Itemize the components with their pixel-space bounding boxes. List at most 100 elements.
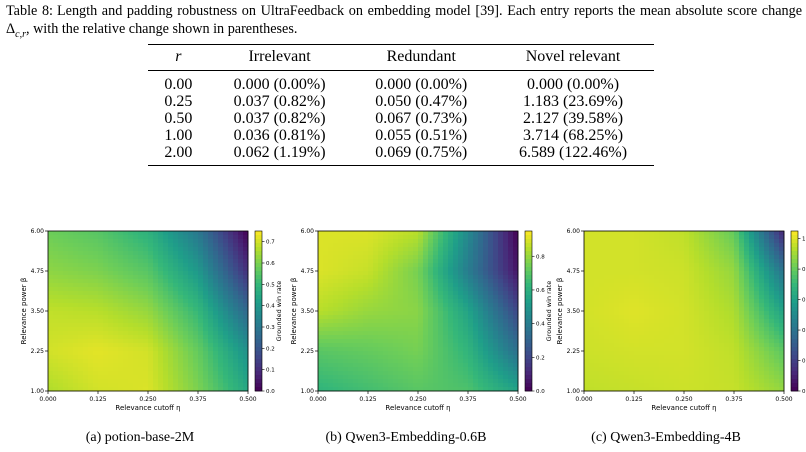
heatmap-cell [774, 291, 780, 296]
heatmap-cell [654, 243, 660, 248]
heatmap-cell [108, 323, 114, 328]
heatmap-cell [629, 231, 635, 236]
heatmap-cell [639, 387, 645, 392]
heatmap-cell [428, 251, 434, 256]
heatmap-cell [178, 231, 184, 236]
heatmap-cell [503, 299, 509, 304]
heatmap-cell [418, 263, 424, 268]
heatmap-cell [779, 243, 785, 248]
heatmap-cell [108, 347, 114, 352]
heatmap-cell [98, 303, 104, 308]
heatmap-cell [473, 263, 479, 268]
colorbar-segment [255, 371, 262, 376]
heatmap-cell [198, 271, 204, 276]
heatmap-cell [679, 231, 685, 236]
heatmap-cell [589, 339, 595, 344]
heatmap-cell [468, 375, 474, 380]
heatmap-cell [183, 379, 189, 384]
heatmap-cell [659, 239, 665, 244]
heatmap-cell [108, 243, 114, 248]
heatmap-cell [619, 287, 625, 292]
heatmap-cell [599, 255, 605, 260]
heatmap-cell [58, 387, 64, 392]
heatmap-cell [353, 291, 359, 296]
heatmap-cell [488, 291, 494, 296]
heatmap-cell [503, 387, 509, 392]
heatmap-cell [604, 367, 610, 372]
heatmap-cell [408, 299, 414, 304]
heatmap-cell [604, 331, 610, 336]
heatmap-cell [123, 243, 129, 248]
heatmap-cell [393, 387, 399, 392]
heatmap-cell [198, 231, 204, 236]
heatmap-cell [388, 299, 394, 304]
heatmap-cell [83, 347, 89, 352]
heatmap-cell [604, 307, 610, 312]
heatmap-cell [363, 299, 369, 304]
heatmap-cell [433, 343, 439, 348]
heatmap-cell [478, 275, 484, 280]
heatmap-cell [473, 319, 479, 324]
heatmap-cell [468, 299, 474, 304]
heatmap-cell [734, 367, 740, 372]
heatmap-cell [118, 255, 124, 260]
heatmap-cell [704, 307, 710, 312]
heatmap-cell [48, 363, 54, 368]
heatmap-cell [729, 279, 735, 284]
heatmap-cell [664, 259, 670, 264]
heatmap-cell [759, 299, 765, 304]
heatmap-cell [103, 339, 109, 344]
heatmap-cell [614, 255, 620, 260]
heatmap-cell [584, 279, 590, 284]
heatmap-cell [243, 331, 249, 336]
heatmap-cell [163, 303, 169, 308]
heatmap-cell [458, 251, 464, 256]
heatmap-cell [659, 303, 665, 308]
heatmap-cell [629, 327, 635, 332]
heatmap-cell [719, 267, 725, 272]
heatmap-cell [714, 371, 720, 376]
heatmap-cell [353, 303, 359, 308]
heatmap-cell [353, 299, 359, 304]
heatmap-cell [203, 367, 209, 372]
heatmap-cell [178, 247, 184, 252]
heatmap-cell [393, 327, 399, 332]
heatmap-cell [128, 279, 134, 284]
heatmap-cell [689, 295, 695, 300]
heatmap-cell [769, 271, 775, 276]
heatmap-cell [88, 239, 94, 244]
heatmap-cell [423, 291, 429, 296]
heatmap-cell [353, 243, 359, 248]
heatmap-cell [108, 355, 114, 360]
heatmap-cell [73, 299, 79, 304]
heatmap-cell [208, 379, 214, 384]
heatmap-cell [223, 287, 229, 292]
heatmap-cell [428, 383, 434, 388]
heatmap-cell [73, 283, 79, 288]
heatmap-cell [744, 275, 750, 280]
heatmap-cell [348, 299, 354, 304]
heatmap-cell [328, 315, 334, 320]
heatmap-cell [138, 279, 144, 284]
heatmap-cell [448, 335, 454, 340]
heatmap-cell [503, 311, 509, 316]
heatmap-cell [158, 351, 164, 356]
heatmap-cell [649, 231, 655, 236]
heatmap-cell [338, 315, 344, 320]
heatmap-cell [749, 243, 755, 248]
heatmap-cell [724, 239, 730, 244]
heatmap-cell [448, 279, 454, 284]
heatmap-cell [338, 295, 344, 300]
heatmap-cell [168, 367, 174, 372]
heatmap-cell [483, 291, 489, 296]
heatmap-cell [604, 359, 610, 364]
heatmap-cell [714, 247, 720, 252]
heatmap-cell [398, 347, 404, 352]
heatmap-cell [228, 303, 234, 308]
heatmap-cell [358, 339, 364, 344]
heatmap-cell [689, 239, 695, 244]
heatmap-cell [503, 251, 509, 256]
heatmap-cell [609, 367, 615, 372]
heatmap-cell [654, 339, 660, 344]
heatmap-cell [138, 231, 144, 236]
